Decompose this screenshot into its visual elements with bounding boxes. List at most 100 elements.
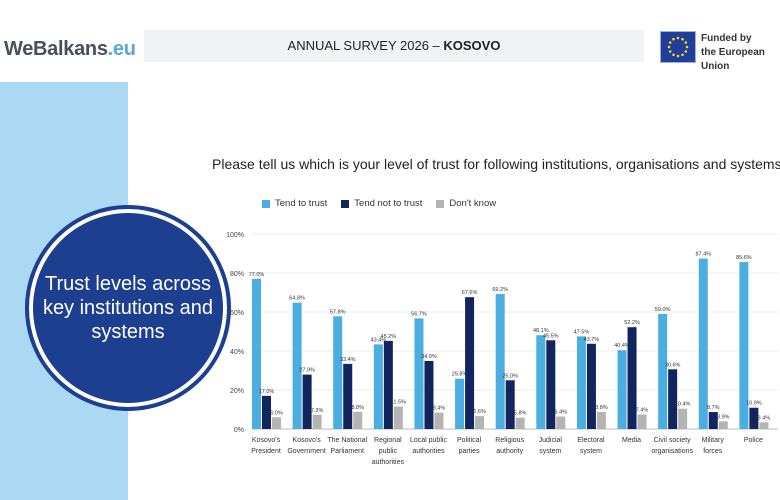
bar-dont-know [596,411,606,429]
bar-trust [658,313,668,429]
data-label-dont-know: 8.8% [351,405,364,411]
data-label-trust: 87.4% [695,252,711,258]
x-tick-label: Parliament [330,448,364,455]
data-label-trust: 47.5% [574,329,590,335]
bar-trust [739,262,749,429]
data-label-trust: 59.0% [655,307,671,313]
logo-tld: .eu [107,38,136,60]
y-tick-label: 100% [226,232,244,239]
bar-not-trust [668,369,678,429]
bar-trust [414,318,424,429]
y-tick-label: 60% [230,310,244,317]
legend-item-trust: Tend to trust [262,198,327,209]
bar-dont-know [353,411,363,429]
circle-title: Trust levels across key institutions and… [33,213,223,403]
bar-dont-know [678,408,688,429]
bar-trust [252,278,261,429]
x-tick-label: Police [744,437,763,444]
data-label-dont-know: 6.4% [555,410,568,416]
data-label-trust: 64.8% [289,296,305,302]
x-tick-label: Military [702,437,725,444]
data-label-not-trust: 34.9% [421,354,437,360]
data-label-dont-know: 3.4% [758,415,771,421]
bar-not-trust [343,363,353,429]
x-tick-label: Electoral [577,437,605,444]
data-label-trust: 56.7% [411,311,427,317]
funded-line-2: the European Union [701,47,765,72]
bar-trust [576,336,586,429]
funded-line-1: Funded by [701,33,752,44]
bar-not-trust [749,407,759,429]
data-label-not-trust: 10.9% [746,401,762,407]
data-label-not-trust: 30.6% [665,362,681,368]
chart-title: Please tell us which is your level of tr… [212,156,780,172]
bar-not-trust [546,340,556,429]
data-label-trust: 40.4% [614,343,630,349]
y-tick-label: 80% [230,271,244,278]
bar-not-trust [627,327,637,429]
x-tick-label: Media [622,437,641,444]
y-tick-label: 20% [230,388,244,395]
legend-item-dont-know: Don't know [436,198,496,209]
x-tick-label: Kosovo's [293,437,322,444]
data-label-dont-know: 7.4% [636,408,649,414]
data-label-dont-know: 8.4% [433,406,446,412]
x-tick-label: authority [496,448,523,455]
data-label-dont-know: 6.6% [473,409,486,415]
bar-not-trust [708,412,718,429]
circle-badge [33,213,223,403]
legend-label-not-trust: Tend not to trust [354,198,423,209]
funded-by-eu: Funded by the European Union [701,32,780,74]
x-tick-label: Local public [410,437,447,444]
bar-trust [495,294,505,429]
data-label-trust: 43.4% [371,337,387,343]
bar-dont-know [272,417,281,429]
data-label-dont-know: 3.9% [717,414,730,420]
data-label-not-trust: 67.6% [462,290,478,296]
bar-dont-know [515,417,525,429]
circle-title-text: Trust levels across key institutions and… [42,273,214,343]
bar-dont-know [312,414,322,429]
x-tick-label: Civil society [654,437,691,444]
x-tick-label: authorities [372,459,405,466]
legend-swatch-trust [262,199,270,208]
data-label-not-trust: 25.0% [502,373,518,379]
title-country: KOSOVO [443,38,501,53]
y-tick-label: 0% [234,427,244,434]
bar-trust [455,378,465,429]
x-tick-label: Kosovo's [252,437,281,444]
data-label-not-trust: 27.9% [299,368,315,374]
data-label-dont-know: 11.5% [391,400,406,406]
y-tick-label: 40% [230,349,244,356]
bar-dont-know [393,406,403,429]
x-tick-label: forces [703,448,723,455]
data-label-not-trust: 43.7% [584,337,600,343]
bar-not-trust [302,374,312,429]
bar-trust [698,258,708,429]
bar-not-trust [586,343,596,429]
bar-dont-know [556,416,566,429]
bar-trust [292,302,302,429]
data-label-dont-know: 7.3% [311,408,324,414]
x-tick-label: The National [327,437,367,444]
x-tick-label: parties [459,448,481,455]
data-label-trust: 25.8% [452,372,468,378]
title-prefix: ANNUAL SURVEY 2026 – [287,38,444,53]
data-label-not-trust: 17.0% [259,389,275,395]
bar-dont-know [475,416,485,429]
data-label-not-trust: 52.2% [624,320,640,326]
data-label-dont-know: 8.8% [595,405,608,411]
data-label-dont-know: 10.4% [675,402,691,408]
page-title: ANNUAL SURVEY 2026 – KOSOVO [144,38,644,53]
legend-label-trust: Tend to trust [275,198,328,209]
x-tick-label: Judicial [539,437,563,444]
webalkans-logo[interactable]: WeBalkans.eu [4,38,136,61]
data-label-dont-know: 5.8% [514,411,527,417]
bar-dont-know [718,421,728,429]
x-tick-label: Political [457,437,482,444]
data-label-trust: 57.8% [330,309,346,315]
legend-label-dont-know: Don't know [449,198,497,209]
bar-not-trust [505,380,515,429]
bar-not-trust [465,297,475,429]
